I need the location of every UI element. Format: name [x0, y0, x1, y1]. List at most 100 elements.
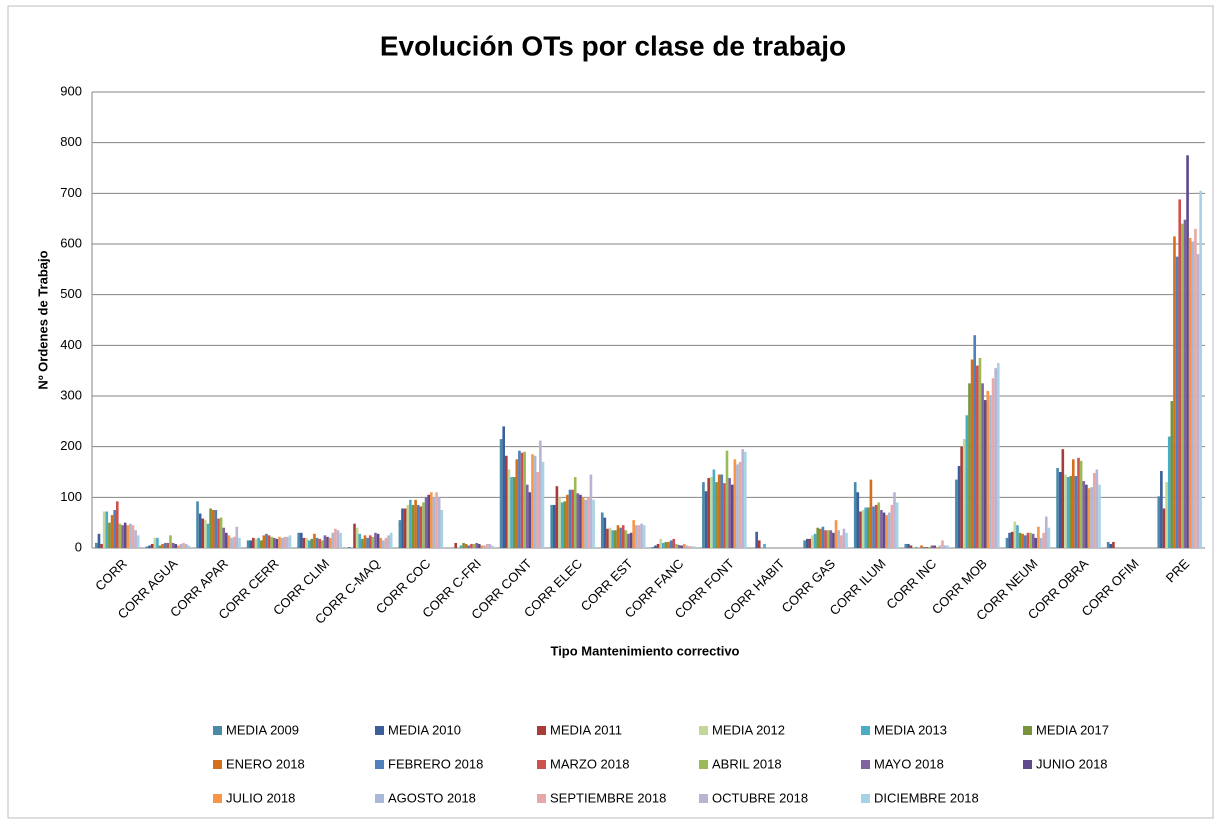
- bar: [270, 536, 273, 548]
- bar: [416, 504, 420, 548]
- bar: [552, 504, 556, 548]
- bar: [733, 459, 737, 548]
- bar: [518, 450, 521, 548]
- bar: [278, 536, 281, 548]
- bar: [957, 465, 961, 548]
- bar: [1109, 543, 1113, 548]
- bar: [267, 535, 271, 548]
- bar: [728, 478, 731, 548]
- bar: [856, 492, 860, 548]
- bar: [310, 538, 314, 548]
- bar: [996, 363, 1000, 548]
- bar: [320, 540, 324, 548]
- bar: [1157, 496, 1161, 548]
- bar: [920, 545, 923, 548]
- bar: [121, 525, 124, 548]
- bar: [1077, 457, 1080, 548]
- legend-swatch: [537, 726, 546, 735]
- bar: [1013, 521, 1017, 548]
- bar: [158, 545, 162, 548]
- legend-swatch: [1023, 760, 1032, 769]
- legend-swatch: [213, 726, 222, 735]
- legend-swatch: [861, 760, 870, 769]
- bar: [744, 451, 747, 548]
- bar: [907, 543, 910, 548]
- bar: [406, 504, 410, 548]
- legend-label: AGOSTO 2018: [388, 790, 476, 805]
- bar: [606, 528, 609, 548]
- bar: [1183, 219, 1187, 548]
- bar: [315, 537, 319, 548]
- bar: [238, 537, 241, 548]
- y-tick-label: 500: [60, 286, 82, 301]
- legend-swatch: [375, 794, 384, 803]
- bar: [688, 545, 691, 548]
- bar: [624, 530, 628, 548]
- bar: [483, 545, 486, 548]
- bar: [384, 537, 388, 548]
- bar: [651, 546, 655, 548]
- bar: [805, 538, 809, 548]
- bar: [704, 491, 708, 548]
- bar: [587, 497, 590, 548]
- legend-label: MEDIA 2012: [712, 722, 785, 737]
- bar: [1170, 401, 1174, 548]
- bar: [198, 513, 202, 548]
- bar: [459, 545, 463, 548]
- bar: [166, 542, 170, 548]
- bar: [272, 537, 276, 548]
- bar: [720, 474, 724, 548]
- legend-label: MAYO 2018: [874, 756, 944, 771]
- bar: [1112, 541, 1115, 548]
- y-tick-label: 400: [60, 337, 82, 352]
- legend-label: MEDIA 2013: [874, 722, 947, 737]
- bar: [943, 545, 947, 548]
- bar: [435, 492, 438, 548]
- bar: [824, 530, 827, 548]
- bar: [991, 378, 995, 548]
- bar: [955, 479, 958, 548]
- bar: [230, 537, 233, 548]
- bar: [161, 543, 164, 548]
- legend-label: SEPTIEMBRE 2018: [550, 790, 666, 805]
- bar: [702, 482, 705, 548]
- bar: [358, 533, 362, 548]
- bar: [978, 358, 982, 548]
- bar: [95, 542, 98, 548]
- bar: [414, 499, 417, 548]
- bar: [1199, 190, 1202, 549]
- bar: [361, 538, 364, 548]
- bar: [941, 540, 944, 548]
- bar: [1191, 241, 1195, 548]
- legend-label: MEDIA 2017: [1036, 722, 1109, 737]
- bar: [1031, 533, 1035, 548]
- bar: [887, 512, 891, 548]
- legend-swatch: [861, 726, 870, 735]
- bar: [1079, 460, 1083, 548]
- bar: [339, 532, 342, 548]
- bar: [1061, 449, 1065, 548]
- bar: [1162, 508, 1166, 548]
- bar: [922, 546, 926, 548]
- bar: [347, 546, 351, 548]
- bar: [736, 464, 739, 548]
- y-tick-label: 700: [60, 185, 82, 200]
- bar: [249, 540, 253, 548]
- bar: [326, 536, 329, 548]
- bar: [440, 510, 444, 548]
- bar: [834, 520, 838, 548]
- y-tick-label: 300: [60, 387, 82, 402]
- bar: [1106, 541, 1110, 548]
- bar: [637, 525, 641, 548]
- bar: [816, 527, 820, 548]
- chart-frame: [7, 5, 1214, 819]
- bar: [1188, 237, 1192, 549]
- bar: [541, 461, 545, 548]
- bar: [829, 530, 833, 548]
- bar: [525, 484, 529, 548]
- bar: [909, 545, 913, 548]
- bar: [475, 542, 478, 548]
- bar: [912, 546, 915, 548]
- bar: [472, 543, 476, 548]
- bar: [307, 540, 311, 548]
